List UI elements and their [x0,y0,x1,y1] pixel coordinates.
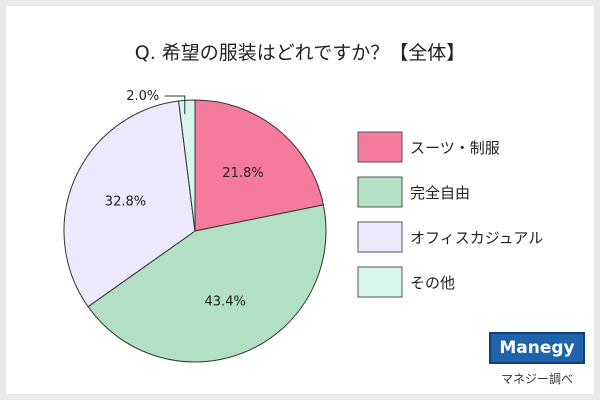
chart-title: Q. 希望の服装はどれですか？【全体】 [134,42,466,64]
chart-frame: Q. 希望の服装はどれですか？【全体】 21.8% 43.4% 32.8% 2.0% … [6,6,594,394]
legend-swatch-0 [357,131,403,163]
legend-swatch-1 [357,176,403,208]
legend-label-1: 完全自由 [410,184,470,202]
legend-label-0: スーツ・制服 [410,139,500,157]
slice-value-label-3: 2.0% [126,89,159,104]
legend-swatch-2 [357,221,403,253]
slice-value-label-1: 43.4% [205,295,246,310]
legend-label-2: オフィスカジュアル [410,229,543,247]
leader-line-3 [164,95,186,115]
manegy-logo: Manegy [489,332,585,364]
source-note: マネジー調べ [500,372,573,386]
legend-label-3: その他 [410,274,455,292]
slice-value-label-2: 32.8% [105,194,146,209]
legend-swatch-3 [357,266,403,298]
pie-slices [63,99,327,363]
slice-labels: 21.8% 43.4% 32.8% 2.0% [105,89,264,310]
slice-value-label-0: 21.8% [222,166,263,181]
pie-slice-2 [63,100,196,308]
pie-slice-1 [87,204,327,363]
pie-slice-3 [178,99,196,232]
pie-slice-0 [194,99,324,232]
pie-chart: 21.8% 43.4% 32.8% 2.0% スーツ・制服完全自由オフィスカジュアルそ… [63,89,543,363]
